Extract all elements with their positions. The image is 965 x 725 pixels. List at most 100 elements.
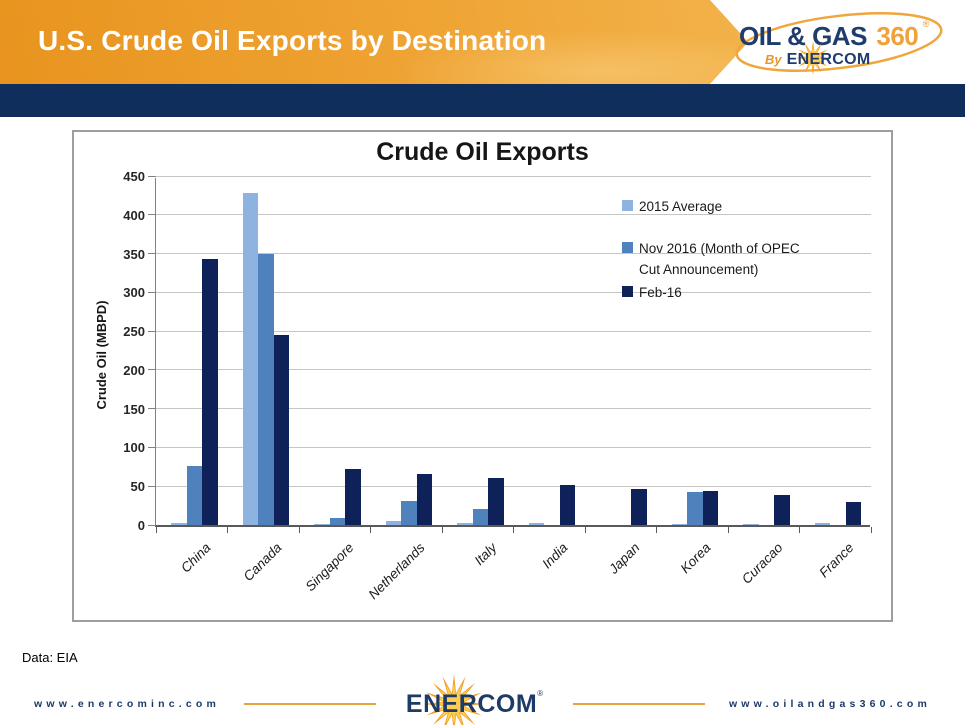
y-axis-tick [148,369,156,371]
y-tick-label: 350 [123,246,145,262]
bar [202,259,218,525]
x-tick-label: China [177,540,214,576]
x-axis-tick [727,527,729,533]
gridline [156,214,871,216]
bar [401,500,417,525]
legend-label: 2015 Average [639,199,723,214]
bar [472,508,488,525]
x-axis-tick [155,527,157,533]
y-tick-label: 0 [137,518,145,533]
y-axis-tick [148,446,156,448]
oilgas360-logo: OIL & GAS 360 ® By ENERCOM [729,7,951,79]
x-tick-label: Italy [471,540,500,569]
navy-divider-band [0,84,965,117]
legend-key-swatch [622,200,633,211]
legend-item: Feb-16 [622,282,682,303]
y-axis-tick [148,214,156,216]
registered-mark-icon: ® [922,19,930,29]
bar [743,524,759,525]
gridline [156,253,871,255]
chart-title: Crude Oil Exports [376,138,589,166]
header-arrow-cutout [710,0,965,84]
bar [258,253,274,525]
legend-key-swatch [622,286,633,297]
x-axis-tick [870,527,872,533]
legend-item: Nov 2016 (Month of OPEC Cut Announcement) [622,238,800,280]
x-axis-tick [370,527,371,533]
bar [273,335,289,525]
bar [814,523,830,525]
y-axis-tick [148,291,156,293]
bar [528,523,544,525]
x-axis-tick [441,527,443,533]
bar [345,469,361,525]
gridline [156,485,871,487]
x-tick-label: Japan [605,540,643,577]
logo-360-text: 360 [876,21,919,51]
bar [702,490,718,525]
x-tick-label: Netherlands [365,540,428,603]
x-tick-label: Curacao [738,540,786,587]
bar [631,489,647,525]
y-tick-label: 450 [123,169,145,184]
x-axis-tick [513,527,514,533]
x-tick-label: Singapore [302,540,357,595]
logo-wordmark: OIL & GAS 360 ® [739,19,930,52]
bar [186,466,202,525]
registered-mark-icon: ® [537,688,544,698]
x-axis-tick [656,527,657,533]
y-axis-tick [148,330,156,332]
gridline [156,175,871,177]
legend-key-swatch [622,242,633,253]
divider-line-left [244,703,376,705]
bar [687,492,703,525]
y-axis-tick [148,253,156,255]
logo-by-text: By [765,52,782,67]
x-tick-label: India [539,540,571,572]
bar [488,478,504,525]
bar [329,518,345,525]
y-axis-tick [148,524,156,526]
x-axis-tick [584,527,586,533]
x-tick-label: Canada [240,540,285,585]
logo-orbit-swoosh [735,12,943,72]
x-axis-tick [799,527,800,533]
bar [314,524,330,525]
x-tick-label: Korea [677,540,714,577]
legend-item: 2015 Average [622,196,722,217]
chart-container: Crude Oil Exports Crude Oil (MBPD) 0 50 10… [72,130,893,622]
gridline [156,446,871,448]
bar [416,473,432,525]
logo-oil-gas-text: OIL & GAS [739,21,867,51]
footer-bar: www.enercominc.com ENERCOM® www.oilandga… [0,673,965,725]
enercom-logo: ENERCOM® [400,673,549,725]
y-tick-label: 300 [123,285,145,301]
logo-byline: By ENERCOM [765,41,871,75]
y-tick-label: 200 [123,362,145,378]
bar [845,501,861,525]
data-source-note: Data: EIA [22,650,78,665]
gridline [156,330,871,332]
enercom-logo-text: ENERCOM [405,689,538,718]
divider-line-right [573,703,705,705]
bar [671,524,687,525]
page-title: U.S. Crude Oil Exports by Destination [38,25,547,56]
sunburst-icon [423,673,484,725]
plot-area [148,175,872,533]
footer-url-left: www.enercominc.com [34,698,221,710]
y-axis-tick [148,175,156,177]
y-tick-label: 250 [123,324,145,340]
x-tick-label: France [816,540,857,581]
gridline [156,369,871,371]
y-tick-label: 150 [123,401,145,417]
footer-url-right: www.oilandgas360.com [728,698,932,710]
legend-label: Feb-16 [639,285,682,300]
y-axis-tick [148,485,156,487]
bar [171,523,187,525]
bar [457,522,473,525]
bar [559,485,575,525]
x-axis-tick [227,527,228,533]
logo-enercom-text: ENERCOM [787,41,871,75]
y-axis-tick [148,408,156,410]
